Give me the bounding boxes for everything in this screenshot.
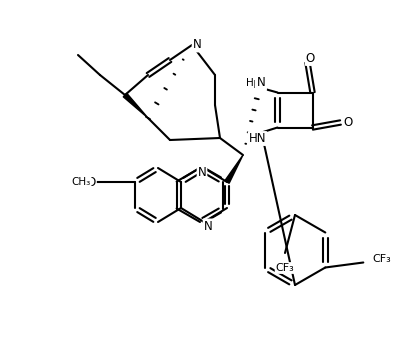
Text: N: N bbox=[193, 39, 201, 51]
Text: O: O bbox=[344, 116, 353, 129]
Text: CH₃: CH₃ bbox=[72, 177, 90, 187]
Text: O: O bbox=[86, 176, 96, 189]
Text: H: H bbox=[248, 79, 255, 89]
Text: CF₃: CF₃ bbox=[372, 254, 391, 265]
Text: O: O bbox=[306, 52, 315, 65]
Text: N: N bbox=[257, 78, 266, 91]
Polygon shape bbox=[123, 93, 148, 118]
Text: CF₃: CF₃ bbox=[276, 263, 295, 273]
Text: O: O bbox=[86, 176, 96, 189]
Text: N: N bbox=[257, 76, 266, 89]
Polygon shape bbox=[225, 155, 243, 183]
Text: H: H bbox=[246, 77, 253, 88]
Text: N: N bbox=[204, 220, 213, 233]
Text: N: N bbox=[198, 166, 206, 179]
Text: HN: HN bbox=[249, 132, 266, 145]
